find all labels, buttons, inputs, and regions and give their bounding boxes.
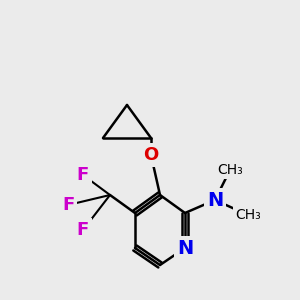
Text: N: N — [177, 238, 193, 257]
Text: N: N — [207, 190, 223, 209]
Text: F: F — [62, 196, 74, 214]
Text: F: F — [77, 221, 89, 239]
Text: CH₃: CH₃ — [217, 163, 243, 177]
Text: F: F — [77, 166, 89, 184]
Text: CH₃: CH₃ — [235, 208, 261, 222]
Text: O: O — [143, 146, 159, 164]
